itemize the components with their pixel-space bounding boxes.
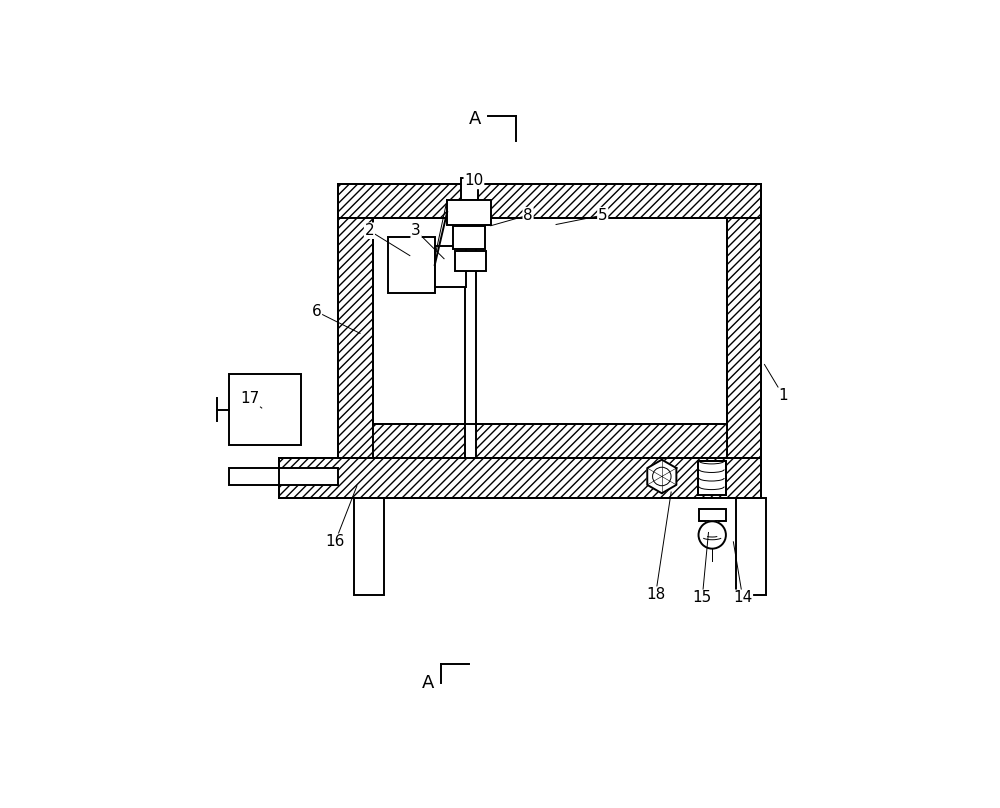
Bar <box>373 218 727 423</box>
Bar <box>279 458 761 499</box>
Bar <box>727 218 761 458</box>
Text: 16: 16 <box>325 534 345 549</box>
Text: 17: 17 <box>240 391 260 406</box>
Text: 18: 18 <box>646 587 665 602</box>
Bar <box>279 458 761 499</box>
Text: 5: 5 <box>598 208 608 223</box>
Bar <box>736 499 766 595</box>
Bar <box>435 246 466 287</box>
Bar <box>465 225 476 458</box>
Bar <box>354 499 384 595</box>
Bar <box>388 237 435 293</box>
Bar <box>461 178 478 200</box>
Bar <box>447 200 491 225</box>
Text: 1: 1 <box>778 388 788 403</box>
Bar <box>453 225 485 250</box>
Circle shape <box>653 467 671 486</box>
Bar <box>698 461 726 495</box>
Bar <box>373 423 727 458</box>
Circle shape <box>699 521 726 549</box>
Text: 8: 8 <box>523 208 533 223</box>
Text: A: A <box>422 674 435 692</box>
Bar <box>338 184 761 218</box>
Text: 10: 10 <box>464 174 484 188</box>
Text: 14: 14 <box>733 591 752 605</box>
Polygon shape <box>647 460 676 493</box>
Bar <box>455 250 486 271</box>
Text: 6: 6 <box>312 304 321 319</box>
Text: 15: 15 <box>693 591 712 605</box>
Bar <box>229 468 338 485</box>
Bar <box>229 374 301 445</box>
Text: A: A <box>469 110 481 128</box>
Text: 2: 2 <box>365 223 374 238</box>
Text: 3: 3 <box>411 223 421 238</box>
Bar <box>338 184 761 458</box>
Bar <box>373 218 727 423</box>
Bar <box>338 218 373 458</box>
Bar <box>699 509 726 521</box>
